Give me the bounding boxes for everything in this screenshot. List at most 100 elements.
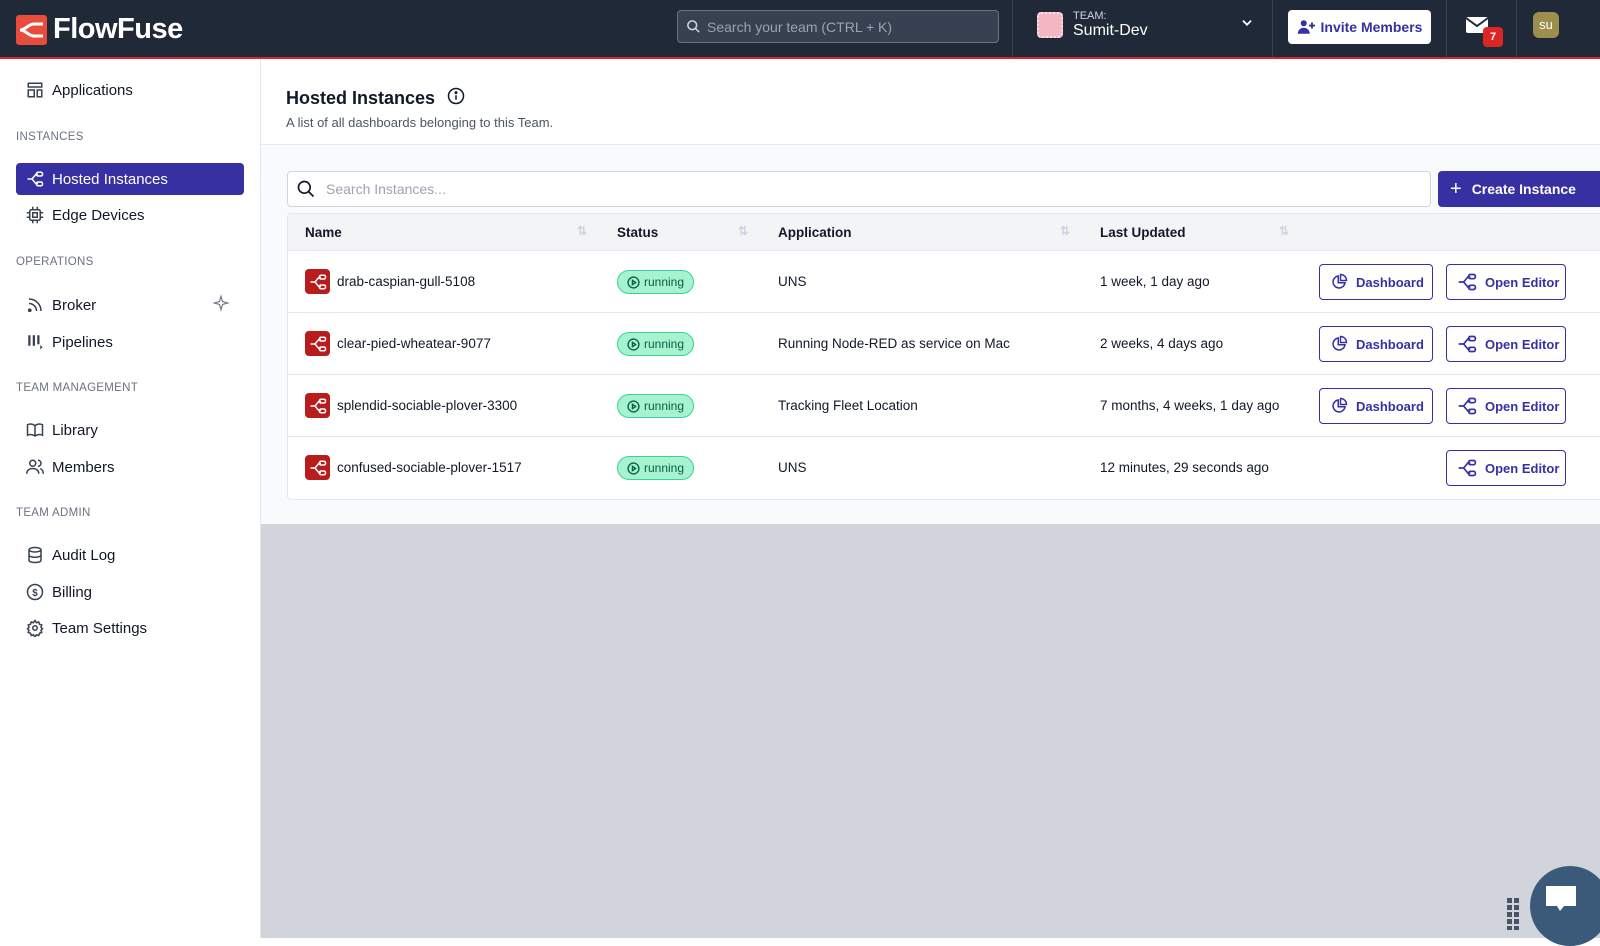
notification-badge: 7 xyxy=(1483,27,1503,47)
status-badge: running xyxy=(617,270,694,294)
sidebar-item-audit-log[interactable]: Audit Log xyxy=(16,539,244,571)
sidebar-item-broker[interactable]: Broker xyxy=(16,289,244,321)
open-editor-button[interactable]: Open Editor xyxy=(1446,326,1566,362)
page-header: Hosted Instances A list of all dashboard… xyxy=(261,59,1600,145)
search-icon xyxy=(297,180,315,198)
svg-text:$: $ xyxy=(32,588,38,599)
dollar-icon: $ xyxy=(26,583,44,601)
sidebar-item-hosted-instances[interactable]: Hosted Instances xyxy=(16,163,244,195)
sidebar-item-pipelines[interactable]: Pipelines xyxy=(16,326,244,358)
section-team-management: TEAM MANAGEMENT xyxy=(16,382,139,394)
status-text: running xyxy=(643,399,685,413)
application-name: UNS xyxy=(778,460,807,475)
create-instance-button[interactable]: + Create Instance xyxy=(1438,171,1600,207)
open-editor-button[interactable]: Open Editor xyxy=(1446,388,1566,424)
pipelines-icon xyxy=(26,333,44,351)
users-icon xyxy=(26,458,44,476)
instance-search-input[interactable] xyxy=(326,181,1406,197)
dashboard-label: Dashboard xyxy=(1356,274,1424,290)
dashboard-button[interactable]: Dashboard xyxy=(1319,264,1433,300)
table-header: Name ⇅ Status ⇅ Application ⇅ Last Updated ⇅ xyxy=(288,214,1600,251)
application-name: Running Node-RED as service on Mac xyxy=(778,336,1010,351)
dashboard-label: Dashboard xyxy=(1356,336,1424,352)
instance-name[interactable]: confused-sociable-plover-1517 xyxy=(337,460,522,475)
sidebar-item-label: Hosted Instances xyxy=(52,170,168,188)
status-text: running xyxy=(643,275,685,289)
flow-icon xyxy=(26,170,44,188)
user-avatar[interactable]: su xyxy=(1533,12,1559,38)
sidebar-item-label: Library xyxy=(52,421,98,439)
sidebar-item-label: Applications xyxy=(52,81,133,99)
status-text: running xyxy=(643,461,685,475)
table-row[interactable]: splendid-sociable-plover-3300 running Tr… xyxy=(288,375,1600,437)
sidebar-item-label: Billing xyxy=(52,583,93,601)
divider xyxy=(1272,0,1273,57)
mail-icon[interactable] xyxy=(1465,16,1489,39)
sidebar-item-team-settings[interactable]: Team Settings xyxy=(16,612,244,644)
team-label: TEAM: xyxy=(1073,10,1107,22)
divider xyxy=(1012,0,1013,57)
sidebar-item-library[interactable]: Library xyxy=(16,414,244,446)
instances-panel: + Create Instance Name ⇅ Status ⇅ Applicati… xyxy=(261,145,1600,524)
table-row[interactable]: clear-pied-wheatear-9077 running Running… xyxy=(288,313,1600,375)
flow-icon xyxy=(1457,334,1477,354)
open-editor-label: Open Editor xyxy=(1485,274,1560,290)
dashboard-button[interactable]: Dashboard xyxy=(1319,326,1433,362)
divider xyxy=(1446,0,1447,57)
sort-icon[interactable]: ⇅ xyxy=(738,224,749,238)
pie-chart-icon xyxy=(1330,397,1348,415)
status-badge: running xyxy=(617,394,694,418)
node-red-instance-icon xyxy=(305,455,330,480)
column-last-updated[interactable]: Last Updated xyxy=(1100,225,1186,240)
team-search-input[interactable] xyxy=(707,18,987,35)
gear-icon xyxy=(26,619,44,637)
sidebar-item-label: Team Settings xyxy=(52,619,148,637)
sort-icon[interactable]: ⇅ xyxy=(1060,224,1071,238)
page-title: Hosted Instances xyxy=(286,88,436,108)
section-instances: INSTANCES xyxy=(16,131,84,143)
rss-icon xyxy=(26,296,44,314)
instance-name[interactable]: splendid-sociable-plover-3300 xyxy=(337,398,518,413)
column-name[interactable]: Name xyxy=(305,225,342,240)
open-editor-label: Open Editor xyxy=(1485,336,1560,352)
team-search[interactable] xyxy=(677,10,999,43)
play-circle-icon xyxy=(627,337,640,351)
play-circle-icon xyxy=(627,399,640,413)
sidebar-item-label: Edge Devices xyxy=(52,206,145,224)
pie-chart-icon xyxy=(1330,335,1348,353)
team-selector[interactable]: TEAM: Sumit-Dev xyxy=(1037,10,1148,40)
top-header: FlowFuse TEAM:Sumit-Dev Invite Members 7… xyxy=(0,0,1600,59)
open-editor-button[interactable]: Open Editor xyxy=(1446,264,1566,300)
invite-members-label: Invite Members xyxy=(1320,19,1423,35)
table-row[interactable]: drab-caspian-gull-5108 running UNS 1 wee… xyxy=(288,251,1600,313)
open-editor-button[interactable]: Open Editor xyxy=(1446,450,1566,486)
sparkle-icon xyxy=(212,294,230,316)
sort-icon[interactable]: ⇅ xyxy=(1279,224,1290,238)
flowfuse-logo-icon xyxy=(16,14,47,45)
sidebar-item-applications[interactable]: Applications xyxy=(16,74,244,106)
instance-name[interactable]: clear-pied-wheatear-9077 xyxy=(337,336,491,351)
invite-members-button[interactable]: Invite Members xyxy=(1288,10,1431,44)
search-icon xyxy=(687,20,700,33)
sidebar-item-label: Members xyxy=(52,458,115,476)
drag-handle-icon[interactable] xyxy=(1507,898,1521,935)
chat-widget-button[interactable] xyxy=(1530,866,1600,946)
sort-icon[interactable]: ⇅ xyxy=(577,224,588,238)
table-row[interactable]: confused-sociable-plover-1517 running UN… xyxy=(288,437,1600,499)
sidebar-item-edge-devices[interactable]: Edge Devices xyxy=(16,199,244,231)
last-updated: 7 months, 4 weeks, 1 day ago xyxy=(1100,398,1280,413)
chat-icon xyxy=(1546,886,1576,911)
column-status[interactable]: Status xyxy=(617,225,659,240)
dashboard-button[interactable]: Dashboard xyxy=(1319,388,1433,424)
column-application[interactable]: Application xyxy=(778,225,852,240)
info-icon[interactable] xyxy=(447,87,465,110)
sidebar-item-members[interactable]: Members xyxy=(16,451,244,483)
brand-logo[interactable]: FlowFuse xyxy=(16,13,183,46)
sidebar-item-billing[interactable]: $ Billing xyxy=(16,576,244,608)
chevron-down-icon[interactable] xyxy=(1240,16,1254,33)
instance-search[interactable] xyxy=(287,171,1431,207)
instance-name[interactable]: drab-caspian-gull-5108 xyxy=(337,274,476,289)
plus-icon: + xyxy=(1450,177,1462,200)
page-subtitle: A list of all dashboards belonging to th… xyxy=(286,115,554,130)
user-plus-icon xyxy=(1297,20,1315,34)
